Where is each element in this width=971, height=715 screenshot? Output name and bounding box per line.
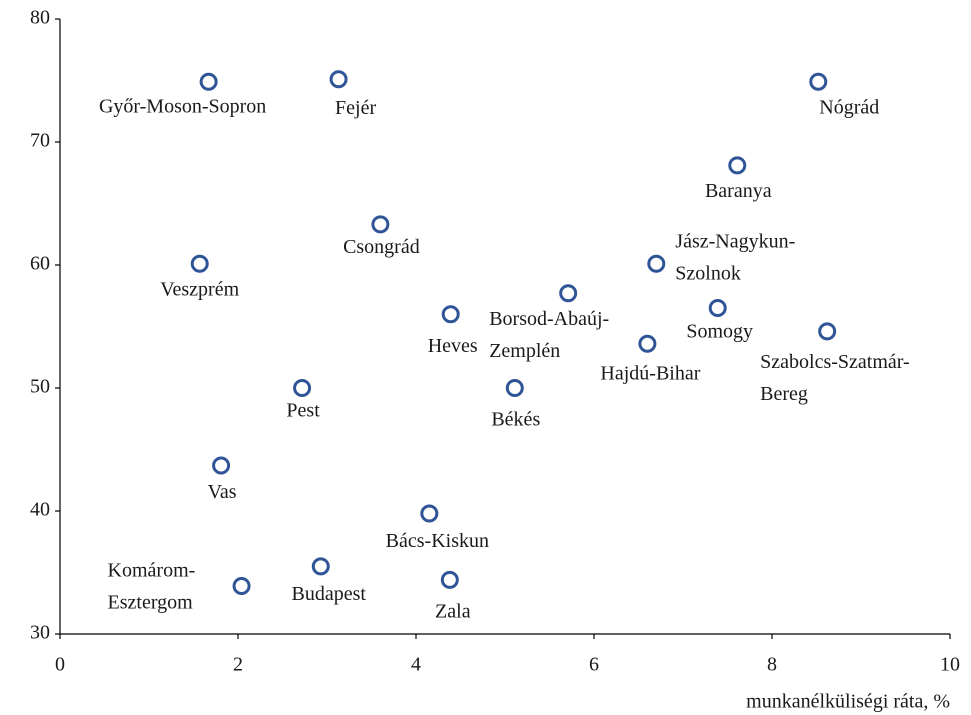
point bbox=[708, 299, 727, 318]
point bbox=[647, 254, 666, 273]
point-label: Nógrád bbox=[819, 96, 879, 118]
point-label: Szolnok bbox=[675, 262, 741, 284]
point bbox=[232, 577, 251, 596]
y-tick-label: 60 bbox=[30, 253, 50, 275]
point-label: Csongrád bbox=[343, 236, 420, 258]
point bbox=[441, 305, 460, 324]
point bbox=[371, 215, 390, 234]
point-label: Esztergom bbox=[108, 592, 194, 614]
point bbox=[329, 70, 348, 89]
point bbox=[728, 156, 747, 175]
point-label: Jász-Nagykun- bbox=[675, 230, 795, 252]
x-tick-label: 4 bbox=[411, 654, 421, 676]
point bbox=[818, 322, 837, 341]
point bbox=[293, 379, 312, 397]
point-label: Baranya bbox=[705, 180, 772, 202]
y-tick-label: 40 bbox=[30, 499, 50, 521]
point-label: Borsod-Abaúj- bbox=[489, 308, 609, 330]
point-label: Veszprém bbox=[160, 278, 239, 300]
x-tick-label: 8 bbox=[767, 654, 777, 676]
point bbox=[212, 456, 231, 475]
point-label: Szabolcs-Szatmár- bbox=[760, 351, 910, 373]
point-label: Zala bbox=[435, 600, 471, 622]
point bbox=[505, 379, 524, 397]
point-label: Békés bbox=[491, 409, 540, 431]
x-tick-label: 10 bbox=[940, 654, 960, 676]
point bbox=[311, 557, 330, 576]
point bbox=[638, 334, 657, 353]
point bbox=[190, 254, 209, 273]
x-tick-label: 0 bbox=[55, 654, 65, 676]
point bbox=[199, 72, 218, 91]
point-label: Heves bbox=[428, 335, 478, 357]
point bbox=[440, 570, 459, 589]
point bbox=[809, 72, 828, 91]
point-label: Fejér bbox=[335, 97, 376, 119]
x-tick-label: 6 bbox=[589, 654, 599, 676]
point-label: Zemplén bbox=[489, 340, 560, 362]
y-tick-label: 70 bbox=[30, 130, 50, 152]
x-tick-label: 2 bbox=[233, 654, 243, 676]
point-label: Vas bbox=[208, 481, 237, 503]
point-label: Budapest bbox=[292, 583, 367, 605]
point-label: Hajdú-Bihar bbox=[600, 362, 700, 384]
point-label: Pest bbox=[286, 400, 320, 422]
x-axis-label: munkanélküliségi ráta, % bbox=[746, 691, 950, 713]
point bbox=[559, 284, 578, 303]
point-label: Győr-Moson-Sopron bbox=[99, 95, 266, 117]
y-tick-label: 80 bbox=[30, 7, 50, 29]
y-tick-label: 50 bbox=[30, 376, 50, 398]
y-tick-label: 30 bbox=[30, 622, 50, 644]
point-label: Bács-Kiskun bbox=[386, 530, 489, 552]
point-label: Somogy bbox=[686, 321, 753, 343]
point-label: Bereg bbox=[760, 383, 808, 405]
point-label: Komárom- bbox=[108, 560, 196, 582]
point bbox=[420, 504, 439, 523]
